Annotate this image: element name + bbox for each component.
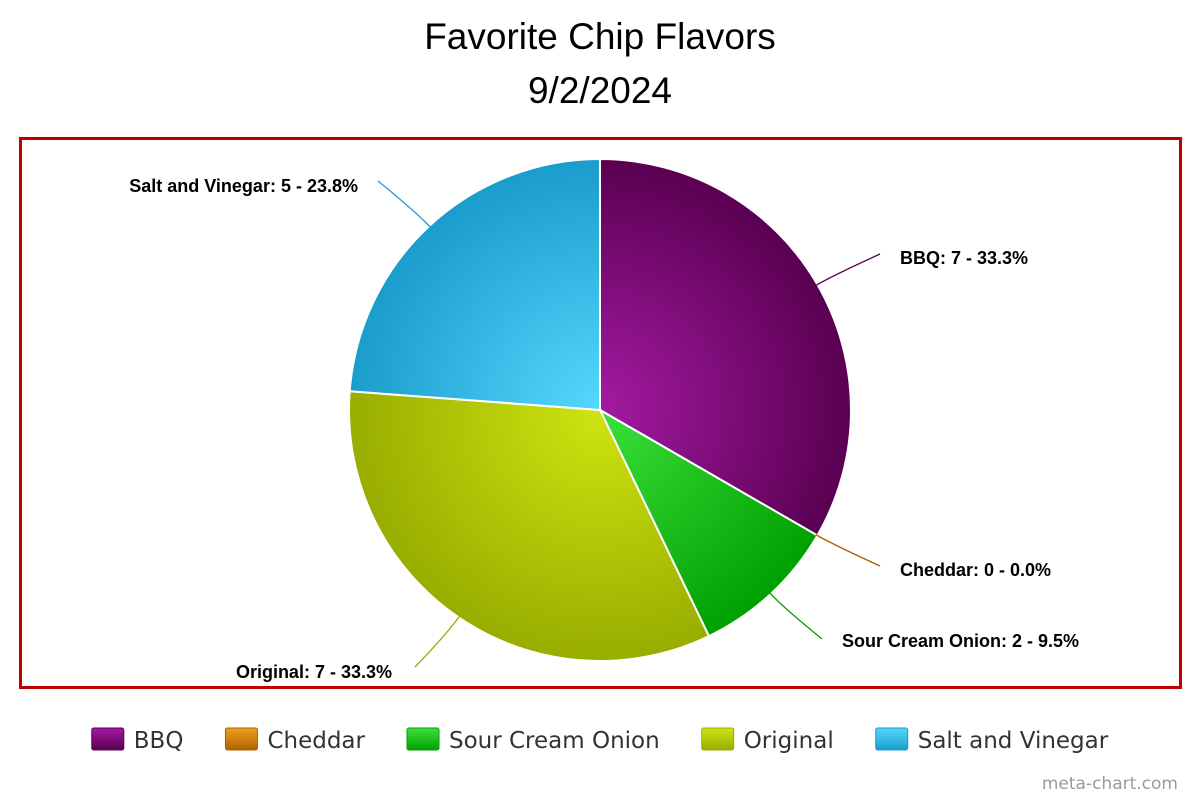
legend-item-cheddar[interactable]: Cheddar (224, 727, 366, 754)
legend-swatch-cheddar (224, 727, 258, 751)
label-connectors (377, 180, 881, 668)
legend-item-bbq[interactable]: BBQ (91, 727, 184, 754)
data-label-bbq: BBQ: 7 - 33.3% (900, 248, 1028, 268)
connector-sour-cream-onion (768, 592, 823, 640)
legend-label-cheddar: Cheddar (267, 728, 365, 754)
chart-title: Favorite Chip Flavors (424, 16, 776, 57)
plot-area-border (19, 137, 1182, 689)
data-label-salt-and-vinegar: Salt and Vinegar: 5 - 23.8% (129, 176, 358, 196)
legend-item-salt-and-vinegar[interactable]: Salt and Vinegar (875, 727, 1109, 754)
pie-slice-salt-and-vinegar[interactable] (348, 157, 601, 412)
legend-swatch-sour-cream-onion (406, 727, 440, 751)
connector-bbq (815, 253, 881, 287)
chart-subtitle: 9/2/2024 (527, 70, 673, 111)
data-label-sour-cream-onion: Sour Cream Onion: 2 - 9.5% (842, 631, 1079, 651)
legend-swatch-original (701, 727, 735, 751)
legend-swatch-salt-and-vinegar (875, 727, 909, 751)
connector-salt-and-vinegar (377, 180, 432, 228)
legend: BBQ Cheddar Sour Cream Onion Original Salt a… (91, 727, 1109, 754)
legend-label-bbq: BBQ (134, 728, 184, 754)
connector-cheddar (815, 533, 881, 567)
data-label-original: Original: 7 - 33.3% (236, 662, 392, 682)
slice-labels: BBQ: 7 - 33.3% Cheddar: 0 - 0.0% Sour Crea… (129, 176, 1079, 682)
credit-text[interactable]: meta-chart.com (1041, 774, 1178, 794)
connector-original (414, 615, 461, 668)
legend-label-sour-cream-onion: Sour Cream Onion (449, 728, 660, 754)
pie-slices (348, 157, 852, 662)
legend-item-original[interactable]: Original (701, 727, 834, 754)
legend-label-original: Original (744, 728, 834, 754)
legend-label-salt-and-vinegar: Salt and Vinegar (918, 728, 1109, 754)
legend-item-sour-cream-onion[interactable]: Sour Cream Onion (406, 727, 660, 754)
legend-swatch-bbq (91, 727, 125, 751)
data-label-cheddar: Cheddar: 0 - 0.0% (900, 560, 1051, 580)
